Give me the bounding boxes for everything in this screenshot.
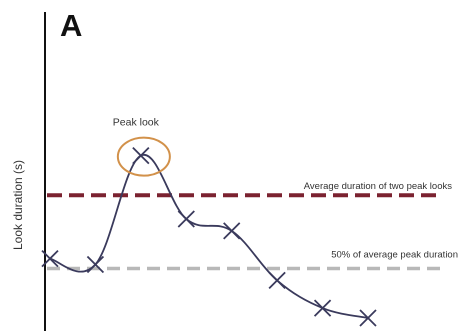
data-point-7: [313, 299, 332, 317]
peak-look-label: Peak look: [113, 117, 160, 129]
data-point-1: [41, 249, 59, 268]
panel-label: A: [60, 8, 82, 43]
reference-lines: Average duration of two peak looks 50% of…: [47, 181, 458, 271]
data-point-5: [223, 222, 241, 240]
reference-line-label-1: Average duration of two peak looks: [304, 181, 452, 192]
reference-line-label-2: 50% of average peak duration: [331, 250, 458, 261]
data-point-3: [132, 147, 150, 165]
data-point-4: [177, 210, 195, 228]
y-axis-label: Look duration (s): [11, 160, 25, 250]
data-point-8: [359, 309, 377, 327]
data-point-6: [268, 271, 286, 290]
data-point-2: [86, 255, 105, 274]
peak-highlight-circle: [116, 136, 171, 177]
annotation-layer: Peak look: [113, 117, 171, 177]
series-layer: [41, 147, 377, 327]
series-line-1: [49, 154, 369, 319]
